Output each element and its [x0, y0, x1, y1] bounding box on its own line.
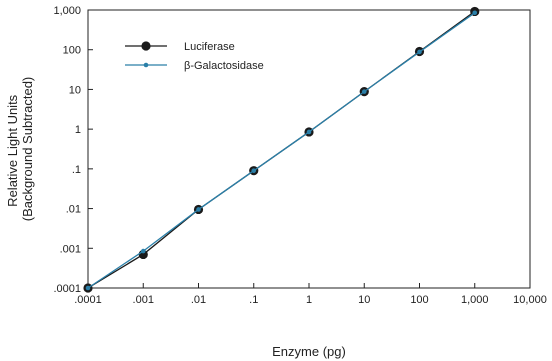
x-tick-label: .001 — [133, 294, 154, 306]
y-tick-label: .1 — [72, 164, 81, 176]
x-axis-ticks: .0001 .001 .01 .1 1 10 100 1,000 10,000 — [74, 283, 547, 306]
plot-area — [87, 9, 531, 289]
series-2-point — [140, 248, 146, 254]
series-2-point — [85, 285, 91, 291]
series-2-point — [306, 129, 312, 135]
legend-label-beta-galactosidase: β-Galactosidase — [184, 60, 264, 72]
x-tick-label: 10 — [358, 294, 370, 306]
x-axis-title: Enzyme (pg) — [272, 344, 346, 359]
y-tick-label: .001 — [60, 243, 81, 255]
series-2-point — [472, 10, 478, 16]
x-tick-label: .0001 — [74, 294, 102, 306]
x-tick-label: 10,000 — [513, 294, 547, 306]
y-tick-label: .0001 — [53, 283, 81, 295]
legend: Luciferase β-Galactosidase — [125, 41, 264, 72]
x-tick-label: 1 — [306, 294, 312, 306]
y-tick-label: .01 — [66, 204, 81, 216]
y-tick-label: 1,000 — [53, 5, 81, 17]
y-tick-label: 10 — [69, 84, 81, 96]
y-axis-title: Relative Light Units (Background Subtrac… — [5, 77, 35, 222]
legend-label-luciferase: Luciferase — [184, 41, 235, 53]
x-tick-label: 1,000 — [461, 294, 489, 306]
y-tick-label: 1 — [75, 124, 81, 136]
legend-marker-luciferase — [141, 41, 151, 51]
x-tick-label: .01 — [191, 294, 206, 306]
series-layer — [83, 6, 480, 293]
series-2-point — [196, 207, 201, 212]
y-axis-ticks: .0001 .001 .01 .1 1 10 100 1,000 — [53, 5, 93, 295]
x-tick-label: 100 — [410, 294, 428, 306]
series-2-point — [361, 89, 367, 94]
series-2-line — [87, 12, 476, 289]
y-axis-title-line-1: Relative Light Units — [5, 94, 20, 206]
y-tick-label: 100 — [63, 45, 81, 57]
y-axis-title-line-2: (Background Subtracted) — [20, 77, 35, 222]
x-tick-label: .1 — [249, 294, 258, 306]
legend-marker-beta-galactosidase — [143, 62, 149, 68]
series-2-point — [251, 168, 257, 173]
series-2-point — [417, 49, 422, 55]
